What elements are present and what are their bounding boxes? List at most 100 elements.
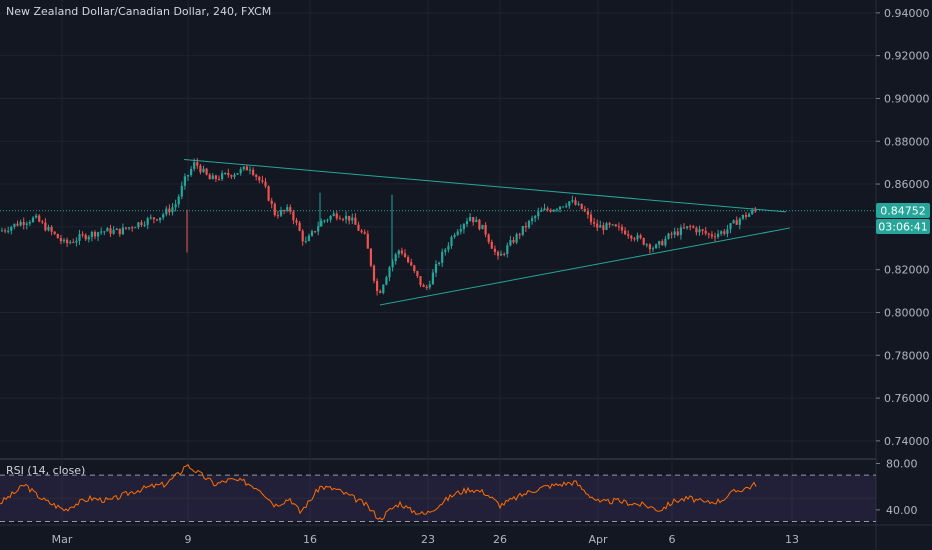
time-tick-label: 6 [669, 533, 676, 546]
rsi-tick-label: 40.00 [886, 504, 918, 517]
candle-body [59, 238, 62, 242]
candle-body [44, 222, 47, 231]
candle-body [248, 169, 252, 171]
time-tick-label: 23 [421, 533, 435, 546]
rsi-tick-label: 80.00 [886, 457, 918, 470]
candle-body [134, 227, 137, 229]
candle-body [196, 162, 199, 166]
candle-body [10, 226, 13, 231]
last-price-label: 0.84752 [880, 205, 926, 218]
candle-body [462, 224, 465, 230]
candle-body [558, 206, 562, 210]
candle-body [307, 235, 310, 241]
candle-body [298, 222, 301, 231]
candle-body [50, 226, 53, 232]
candle-body [25, 223, 28, 225]
candle-body [571, 200, 574, 202]
candle-body [441, 251, 444, 263]
candle-body [224, 172, 227, 174]
candle-body [608, 223, 611, 225]
candle-body [345, 215, 348, 220]
candle-body [543, 208, 546, 211]
candle-body [447, 245, 450, 250]
candle-body [664, 238, 667, 246]
candle-body [648, 244, 651, 250]
candle-body [270, 200, 273, 204]
rsi-series [0, 463, 757, 521]
rsi-label: RSI (14, close) [6, 464, 86, 477]
candle-body [450, 236, 453, 246]
candle-body [723, 231, 726, 234]
bar-countdown-label: 03:06:41 [878, 221, 927, 234]
candle-body [320, 220, 323, 227]
candle-body [81, 234, 84, 236]
candle-body [369, 248, 372, 266]
candle-body [106, 228, 109, 232]
candle-body [453, 234, 456, 237]
candle-body [710, 234, 713, 237]
candle-body [38, 215, 41, 222]
candle-body [35, 215, 38, 218]
candle-body [338, 218, 341, 220]
candle-body [645, 244, 648, 246]
candle-body [639, 235, 642, 239]
candle-body [695, 227, 698, 233]
candle-body [183, 176, 186, 186]
candle-body [267, 186, 270, 201]
candle-body [332, 213, 335, 217]
candle-body [93, 231, 97, 237]
candle-body [509, 240, 512, 246]
candle-body [69, 242, 72, 244]
rsi-panel [0, 474, 876, 523]
candle-body [149, 217, 152, 219]
candle-body [171, 207, 174, 213]
candle-body [354, 217, 357, 225]
candle-body [335, 213, 338, 219]
candle-body [66, 239, 69, 244]
candle-body [152, 217, 155, 220]
candle-body [407, 257, 410, 263]
candle-body [109, 228, 112, 234]
candle-body [177, 196, 180, 205]
candle-body [686, 226, 689, 229]
candle-body [397, 250, 400, 255]
candle-body [748, 213, 751, 217]
candle-body [593, 222, 596, 224]
candle-body [428, 284, 431, 288]
candle-body [679, 227, 682, 236]
candle-body [245, 166, 248, 171]
candle-body [704, 230, 707, 234]
time-tick-label: 26 [493, 533, 507, 546]
candle-body [366, 233, 369, 249]
candle-body [283, 210, 286, 212]
candle-body [236, 173, 239, 175]
candle-body [717, 233, 720, 237]
candle-body [534, 216, 537, 219]
candle-body [255, 174, 258, 177]
candle-body [599, 225, 602, 228]
candle-body [493, 248, 496, 252]
price-badge-bg [876, 203, 930, 218]
candle-body [627, 234, 630, 236]
price-tick-label: 0.90000 [884, 92, 930, 105]
lower-trendline [379, 227, 791, 306]
price-tick-label: 0.76000 [884, 392, 930, 405]
candle-body [301, 230, 304, 242]
candle-body [732, 220, 735, 224]
candle-body [208, 174, 211, 180]
candle-body [738, 218, 741, 225]
candle-body [735, 220, 738, 225]
candle-body [515, 234, 518, 243]
candle-body [78, 234, 81, 241]
candle-body [193, 162, 196, 169]
candle-body [707, 233, 710, 235]
candle-body [537, 211, 540, 217]
candle-body [242, 166, 245, 170]
upper-trendline [183, 158, 787, 213]
price-tick-label: 0.94000 [884, 7, 930, 20]
candle-body [13, 223, 16, 227]
candle-body [128, 227, 131, 229]
candle-body [165, 208, 168, 215]
candle-body [376, 280, 379, 292]
